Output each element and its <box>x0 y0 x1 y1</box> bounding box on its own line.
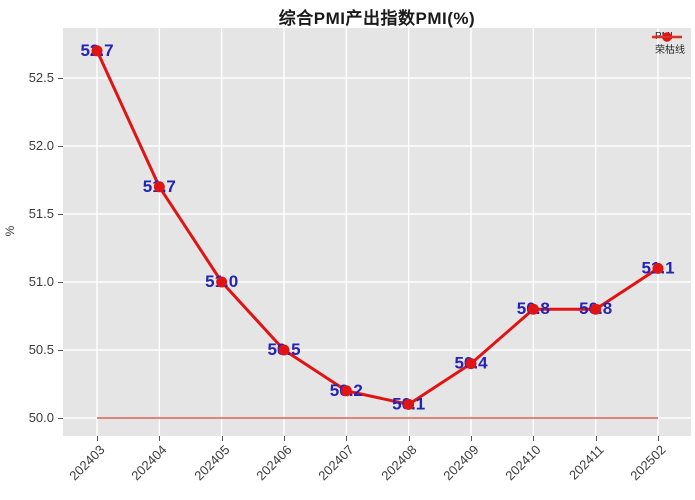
y-tick-label: 51.0 <box>28 274 54 289</box>
x-tick-mark <box>408 436 410 441</box>
x-tick-label: 202404 <box>128 442 170 484</box>
x-tick-mark <box>221 436 223 441</box>
data-point-marker <box>91 45 103 57</box>
x-tick-mark <box>159 436 161 441</box>
y-tick-label: 51.5 <box>28 206 54 221</box>
plot-area: 52.751.751.050.550.250.150.450.850.851.1… <box>63 28 691 436</box>
x-tick-mark <box>346 436 348 441</box>
y-tick-label: 52.0 <box>28 138 54 153</box>
data-point-marker <box>278 344 290 356</box>
chart-canvas: 52.751.751.050.550.250.150.450.850.851.1 <box>63 28 691 436</box>
x-tick-label: 202409 <box>440 442 482 484</box>
y-tick-mark <box>58 282 63 283</box>
x-tick-label: 202405 <box>190 442 233 484</box>
y-tick-label: 50.5 <box>28 342 54 357</box>
x-tick-mark <box>97 436 98 441</box>
y-tick-mark <box>58 78 63 79</box>
y-tick-mark <box>58 214 63 215</box>
x-tick-label: 202406 <box>253 442 295 484</box>
y-tick-label: 52.5 <box>28 70 54 85</box>
x-tick-mark <box>595 436 597 441</box>
data-point-marker <box>652 262 664 274</box>
legend-label-baseline: 荣枯线 <box>655 45 685 56</box>
x-tick-mark <box>471 436 472 441</box>
data-point-marker <box>403 398 415 410</box>
data-point-marker <box>527 303 539 315</box>
x-tick-mark <box>658 436 659 441</box>
y-axis-label: % <box>3 225 17 237</box>
pmi-series-line <box>95 49 660 406</box>
x-tick-mark <box>533 436 535 441</box>
data-point-marker <box>590 303 602 315</box>
x-tick-label: 202403 <box>66 442 108 484</box>
data-point-marker <box>153 181 165 193</box>
x-tick-label: 202407 <box>315 442 357 484</box>
legend-item-baseline: 荣枯线 <box>650 36 685 57</box>
y-tick-mark <box>58 350 63 351</box>
x-tick-label: 202411 <box>565 442 607 483</box>
data-point-marker <box>340 385 352 397</box>
chart-title: 综合PMI产出指数PMI(%) <box>278 9 476 28</box>
x-tick-mark <box>284 436 285 441</box>
x-tick-label: 202502 <box>627 442 669 484</box>
legend: PMI 荣枯线 <box>650 31 685 57</box>
data-point-marker <box>216 276 228 288</box>
y-tick-mark <box>58 146 63 147</box>
x-tick-label: 202410 <box>502 442 544 484</box>
y-tick-mark <box>58 418 63 419</box>
y-tick-label: 50.0 <box>28 410 54 425</box>
data-point-marker <box>465 358 477 370</box>
x-tick-label: 202408 <box>377 442 420 484</box>
